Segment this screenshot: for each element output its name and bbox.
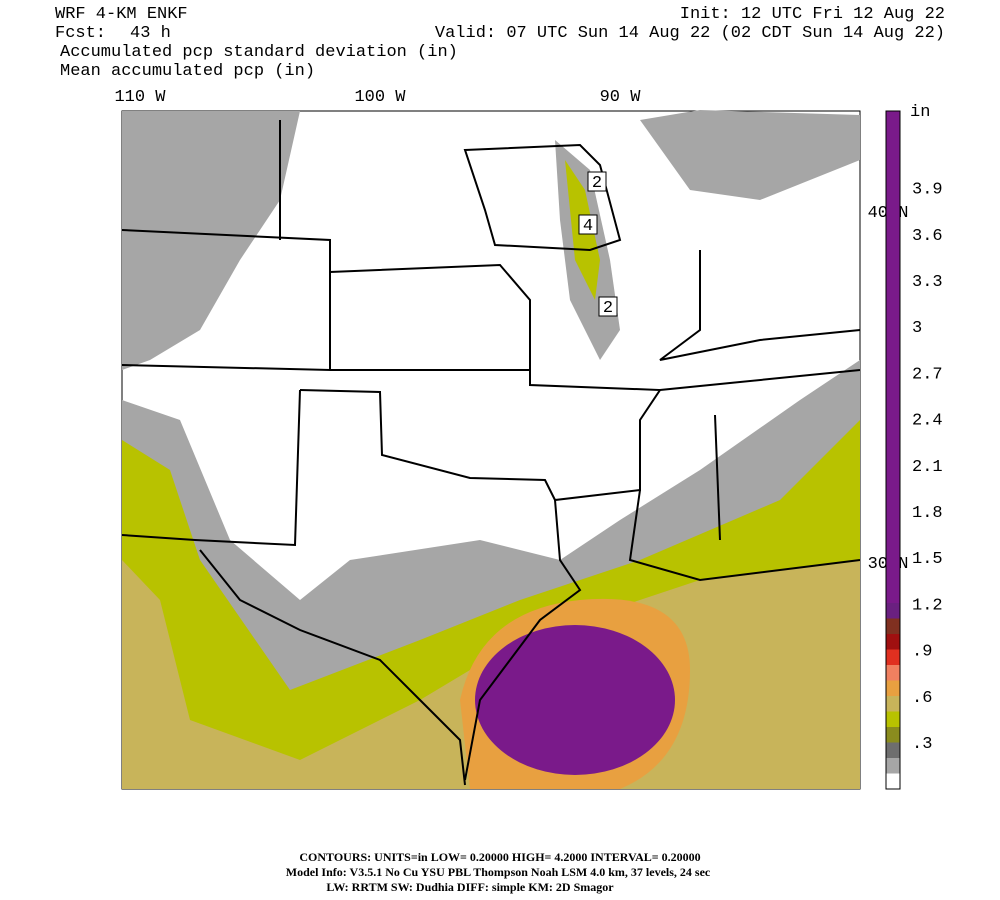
colorbar-label: .6 — [912, 689, 932, 708]
colorbar-label: 3.3 — [912, 273, 943, 292]
colorbar-bin — [886, 742, 900, 758]
colorbar-label: 2.1 — [912, 458, 943, 477]
colorbar-label: 1.2 — [912, 596, 943, 615]
field-title: Accumulated pcp standard deviation (in) — [60, 43, 458, 62]
colorbar-bin — [886, 680, 900, 696]
longitude-label: 100 W — [354, 88, 406, 107]
colorbar-bin — [886, 111, 900, 603]
precip-area — [122, 111, 300, 370]
fcst-value: 43 h — [130, 24, 171, 43]
precip-core — [475, 625, 675, 775]
colorbar-bin — [886, 603, 900, 619]
colorbar-bin — [886, 727, 900, 743]
init-time: Init: 12 UTC Fri 12 Aug 22 — [680, 5, 945, 24]
state-borders — [121, 120, 861, 786]
colorbar-label: 1.5 — [912, 550, 943, 569]
colorbar-label: 3.6 — [912, 227, 943, 246]
footer-contours: CONTOURS: UNITS=in LOW= 0.20000 HIGH= 4.… — [299, 850, 700, 864]
colorbar-label: .3 — [912, 735, 932, 754]
footer-model: Model Info: V3.5.1 No Cu YSU PBL Thompso… — [286, 865, 711, 879]
colorbar-bin — [886, 618, 900, 634]
colorbar-label: 2.7 — [912, 365, 943, 384]
footer-physics: LW: RRTM SW: Dudhia DIFF: simple KM: 2D … — [326, 880, 614, 894]
colorbar-label: 2.4 — [912, 412, 943, 431]
colorbar-bin — [886, 696, 900, 712]
model-title: WRF 4-KM ENKF — [55, 5, 188, 24]
longitude-label: 90 W — [600, 88, 642, 107]
precip-area — [640, 110, 860, 200]
colorbar-bin — [886, 665, 900, 681]
contour-label: 4 — [583, 217, 593, 236]
contour-boxes — [578, 171, 618, 317]
colorbar-bin — [886, 711, 900, 727]
fcst-label: Fcst: — [55, 24, 106, 43]
colorbar-bin — [886, 773, 900, 789]
colorbar-label: 3 — [912, 319, 922, 338]
contour-label: 2 — [592, 174, 602, 193]
map — [121, 110, 861, 790]
colorbar-label: 1.8 — [912, 504, 943, 523]
contour-label: 2 — [603, 299, 613, 318]
valid-time: Valid: 07 UTC Sun 14 Aug 22 (02 CDT Sun … — [435, 24, 945, 43]
field-title: Mean accumulated pcp (in) — [60, 62, 315, 81]
colorbar-label: 3.9 — [912, 181, 943, 200]
colorbar-bin — [886, 649, 900, 665]
colorbar-bin — [886, 634, 900, 650]
colorbar-label: .9 — [912, 643, 932, 662]
colorbar-unit: in — [910, 103, 930, 122]
colorbar-bin — [886, 758, 900, 774]
colorbar-frame — [885, 110, 901, 790]
longitude-label: 110 W — [114, 88, 166, 107]
